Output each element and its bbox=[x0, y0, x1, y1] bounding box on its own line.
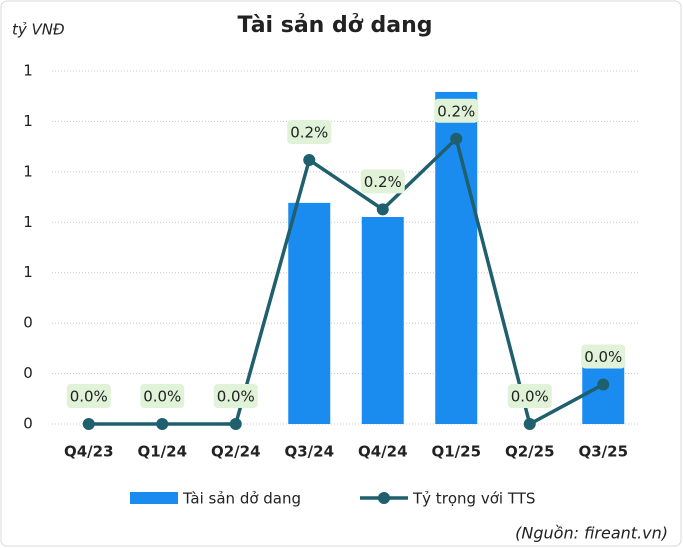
x-tick-label: Q4/24 bbox=[358, 443, 408, 461]
line-point bbox=[523, 418, 536, 430]
source: (Nguồn: fireant.vn) bbox=[515, 524, 668, 543]
chart-title: Tài sản dở dang bbox=[237, 13, 432, 38]
y-tick-label: 0 bbox=[23, 314, 33, 332]
data-label: 0.0% bbox=[70, 388, 108, 406]
data-label-box bbox=[140, 384, 185, 408]
y-tick-label: 1 bbox=[23, 112, 33, 130]
legend-label: Tỷ trọng với TTS bbox=[412, 490, 535, 508]
data-label: 0.0% bbox=[217, 388, 255, 406]
line-point bbox=[597, 378, 610, 391]
data-label: 0.2% bbox=[437, 102, 475, 120]
bar bbox=[288, 202, 331, 424]
data-label-box bbox=[434, 98, 479, 123]
line-point bbox=[82, 418, 95, 430]
data-label-box bbox=[507, 384, 552, 408]
data-label-box bbox=[66, 384, 111, 408]
y-tick-label: 0 bbox=[23, 364, 33, 382]
data-label: 0.0% bbox=[143, 388, 181, 406]
data-label: 0.2% bbox=[364, 173, 402, 191]
data-label-box bbox=[581, 344, 626, 369]
data-label: 0.2% bbox=[290, 123, 328, 141]
x-tick-label: Q2/24 bbox=[211, 443, 261, 461]
line-point bbox=[376, 203, 389, 216]
line bbox=[88, 135, 605, 427]
x-tick-label: Q3/25 bbox=[578, 443, 628, 461]
y-tick-label: 1 bbox=[23, 162, 33, 180]
data-label: 0.0% bbox=[511, 388, 549, 406]
x-tick-label: Q4/23 bbox=[64, 443, 114, 461]
data-label-box bbox=[213, 384, 258, 408]
y-tick-label: 1 bbox=[23, 62, 33, 80]
legend-swatch bbox=[378, 492, 390, 504]
data-label-box bbox=[287, 119, 332, 144]
y-tick-label: 1 bbox=[23, 263, 33, 281]
bar bbox=[435, 91, 478, 424]
data-label: 0.0% bbox=[584, 348, 622, 366]
line-point bbox=[229, 418, 242, 430]
y-tick-label: 1 bbox=[23, 213, 33, 231]
bar bbox=[361, 216, 404, 424]
y-tick-label: 0 bbox=[23, 415, 33, 433]
x-tick-label: Q3/24 bbox=[284, 443, 334, 461]
bar bbox=[582, 364, 625, 424]
legend-label: Tài sản dở dang bbox=[182, 490, 301, 508]
legend-swatch bbox=[130, 492, 178, 504]
line-point bbox=[156, 418, 169, 430]
x-tick-label: Q2/25 bbox=[505, 443, 555, 461]
x-tick-label: Q1/25 bbox=[431, 443, 481, 461]
line-point bbox=[303, 153, 316, 166]
line-point bbox=[450, 132, 463, 145]
data-label-box bbox=[360, 169, 405, 194]
y-axis-label: tỷ VNĐ bbox=[12, 21, 65, 39]
x-tick-label: Q1/24 bbox=[137, 443, 187, 461]
